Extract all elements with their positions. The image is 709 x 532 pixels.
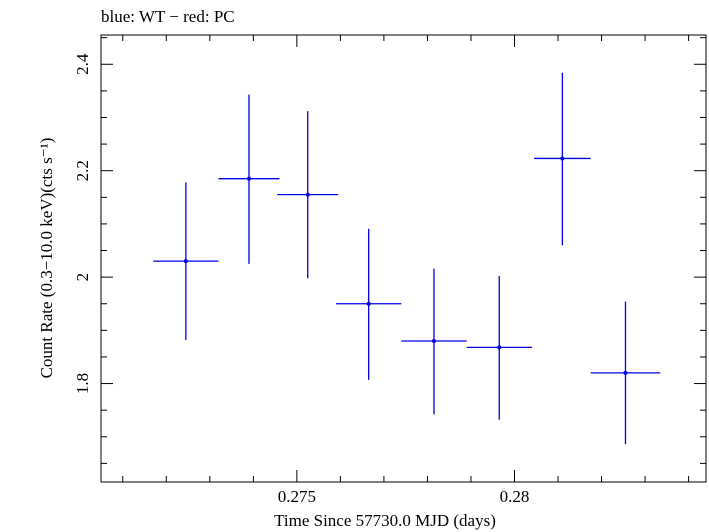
x-tick-label: 0.275 (278, 487, 316, 506)
y-tick-label: 2.2 (73, 160, 92, 181)
x-axis-label: Time Since 57730.0 MJD (days) (274, 511, 496, 530)
data-point (560, 156, 565, 161)
data-point (183, 259, 188, 264)
data-point (623, 370, 628, 375)
y-axis-label: Count Rate (0.3−10.0 keV)(cts s⁻¹) (37, 138, 56, 379)
x-tick-label: 0.28 (500, 487, 530, 506)
y-tick-label: 2 (73, 273, 92, 282)
chart-title: blue: WT − red: PC (101, 7, 235, 26)
data-point (497, 345, 502, 350)
y-tick-label: 1.8 (73, 373, 92, 394)
y-tick-label: 2.4 (73, 53, 92, 75)
y-tick-labels: 1.8 2 2.2 2.4 (73, 53, 92, 394)
data-point (431, 338, 436, 343)
data-point (366, 301, 371, 306)
data-series (153, 72, 661, 445)
data-point (246, 176, 251, 181)
plot-frame (100, 34, 707, 483)
data-point (305, 192, 310, 197)
x-tick-labels: 0.275 0.28 (278, 487, 530, 506)
axis-ticks (101, 35, 706, 482)
series-wt (153, 72, 661, 445)
